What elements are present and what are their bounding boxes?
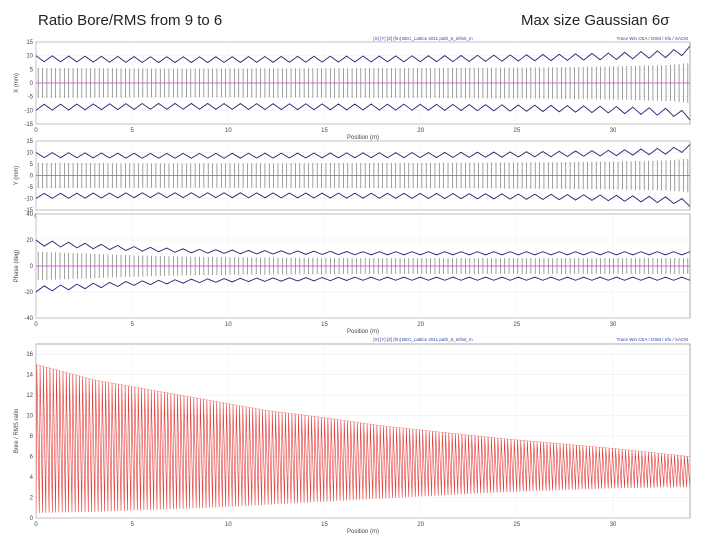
peak-ratio-line [36, 364, 690, 457]
y-tick-label: 15 [26, 139, 33, 145]
y-tick-label: 2 [30, 496, 34, 502]
y-tick-label: 14 [26, 373, 33, 379]
x-tick-label: 15 [321, 522, 328, 528]
x-tick-label: 25 [514, 128, 521, 134]
y-tick-label: 12 [26, 393, 33, 399]
y-tick-label: 16 [26, 352, 33, 358]
y-tick-label: -10 [24, 197, 33, 203]
x-tick-label: 10 [225, 322, 232, 328]
y-tick-label: 0 [30, 81, 34, 87]
x-tick-label: 15 [321, 128, 328, 134]
x-tick-label: 5 [131, 322, 135, 328]
y-tick-label: 5 [30, 162, 34, 168]
y-axis-label: X (mm) [14, 73, 20, 93]
x-tick-label: 5 [131, 128, 135, 134]
x-tick-label: 20 [417, 128, 424, 134]
y-tick-label: 10 [26, 414, 33, 420]
lower-envelope-line [36, 192, 690, 207]
x-tick-label: 15 [321, 322, 328, 328]
y-tick-label: -15 [24, 208, 33, 214]
y-tick-label: -40 [24, 316, 33, 322]
x-tick-label: 10 [225, 128, 232, 134]
y-axis-label: Y (mm) [14, 166, 20, 186]
x-tick-label: 0 [34, 322, 38, 328]
y-tick-label: -5 [28, 95, 34, 101]
y-tick-label: -5 [28, 185, 34, 191]
y-tick-label: 10 [26, 54, 33, 60]
plot-area [36, 364, 690, 513]
ratio-trace [36, 364, 690, 513]
x-tick-label: 20 [417, 522, 424, 528]
x-tick-label: 20 [417, 322, 424, 328]
plot-caption-left: [X] [Y] [Z] [fm] BEC_Lattice 2011 path_6… [373, 337, 472, 342]
x-tick-label: 0 [34, 128, 38, 134]
x-tick-label: 5 [131, 522, 135, 528]
plot-caption-right: Trace Win CEA / DSM / Irfu / SACM [617, 36, 689, 41]
slide-title-left: Ratio Bore/RMS from 9 to 6 [38, 12, 223, 29]
x-tick-label: 30 [610, 522, 617, 528]
x-tick-label: 0 [34, 522, 38, 528]
lower-envelope-line [36, 102, 690, 121]
plot-area [36, 239, 690, 293]
y-tick-label: 5 [30, 67, 34, 73]
upper-envelope-line [36, 239, 690, 256]
y-tick-label: 10 [26, 151, 33, 157]
x-tick-label: 10 [225, 522, 232, 528]
y-tick-label: 6 [30, 455, 34, 461]
y-tick-label: -15 [24, 122, 33, 128]
y-tick-label: 0 [30, 174, 34, 180]
y-tick-label: 20 [26, 238, 33, 244]
plot-caption-right: Trace Win CEA / DSM / Irfu / SACM [617, 337, 689, 342]
plot-area [36, 144, 690, 207]
lower-envelope-line [36, 276, 690, 293]
y-tick-label: 15 [26, 40, 33, 46]
y-tick-label: 40 [26, 212, 33, 218]
y-axis-label: Phase (deg) [14, 250, 20, 283]
y-tick-label: 8 [30, 434, 34, 440]
x-tick-label: 30 [610, 322, 617, 328]
y-axis-label: Bore / RMS ratio [14, 408, 20, 453]
x-axis-label: Position (m) [347, 529, 379, 535]
x-axis-label: Position (m) [347, 329, 379, 335]
x-tick-label: 25 [514, 522, 521, 528]
upper-envelope-line [36, 144, 690, 159]
x-tick-label: 25 [514, 322, 521, 328]
slide-title-right: Max size Gaussian 6σ [521, 12, 670, 29]
upper-envelope-line [36, 45, 690, 64]
plot-area [36, 45, 690, 121]
x-axis-label: Position (m) [347, 135, 379, 141]
y-tick-label: 4 [30, 475, 34, 481]
plot-caption-left: [X] [Y] [Z] [fm] BEC_Lattice 2011 path_6… [373, 36, 472, 41]
y-tick-label: 0 [30, 264, 34, 270]
y-tick-label: -20 [24, 290, 33, 296]
y-tick-label: -10 [24, 108, 33, 114]
x-tick-label: 30 [610, 128, 617, 134]
y-tick-label: 0 [30, 516, 34, 522]
